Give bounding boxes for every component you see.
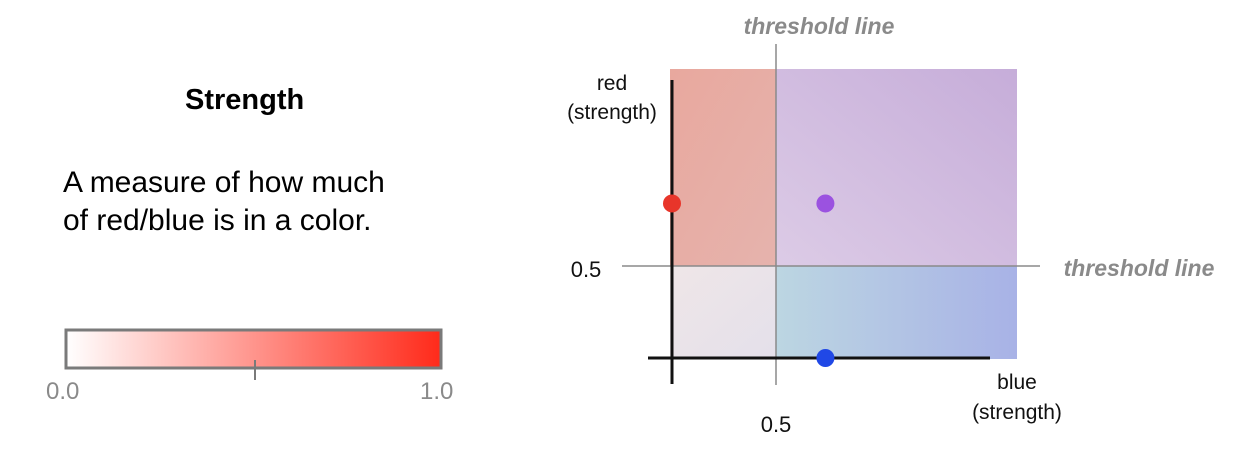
quadrant-top-right <box>776 69 1017 266</box>
blue-point <box>816 349 835 367</box>
y-tick-label: 0.5 <box>571 257 602 282</box>
data-points <box>663 194 835 367</box>
description-line-2: of red/blue is in a color. <box>63 204 372 237</box>
threshold-label-top: threshold line <box>744 13 895 39</box>
scale-min-label: 0.0 <box>46 378 80 405</box>
quadrant-top-left <box>670 69 776 266</box>
x-axis-label-line-1: blue <box>997 371 1037 394</box>
color-scale-bar <box>64 328 443 370</box>
scale-max-label: 1.0 <box>420 378 454 405</box>
x-tick-label: 0.5 <box>761 412 792 437</box>
quadrant-bottom-right <box>776 266 1017 359</box>
y-axis-label-line-1: red <box>597 72 627 95</box>
legend-title: Strength <box>185 84 305 116</box>
legend-description: A measure of how much of red/blue is in … <box>63 164 483 240</box>
x-axis-label-line-2: (strength) <box>972 401 1062 424</box>
y-axis-label-line-2: (strength) <box>567 101 657 124</box>
quadrant-bottom-left <box>670 266 776 359</box>
threshold-label-right: threshold line <box>1064 255 1215 281</box>
red-point <box>663 194 681 213</box>
purple-point <box>816 194 835 213</box>
description-line-1: A measure of how much <box>63 166 385 199</box>
